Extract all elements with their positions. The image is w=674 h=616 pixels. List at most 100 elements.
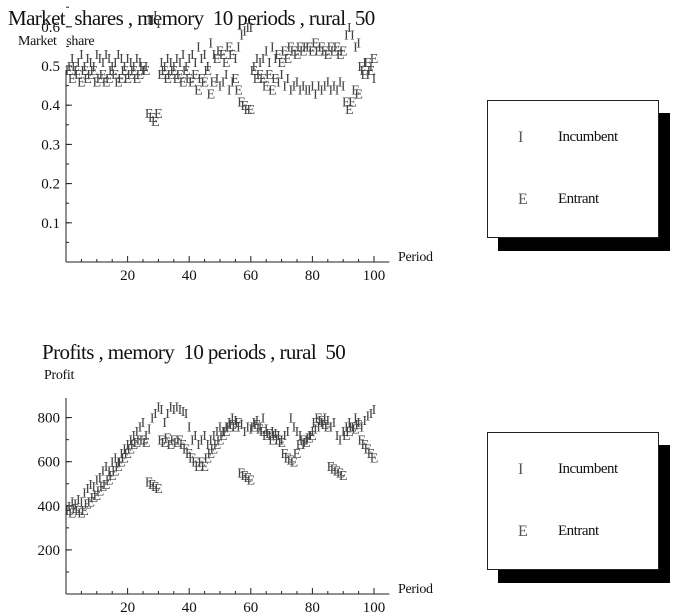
incumbent-point: I xyxy=(135,425,140,440)
entrant-point: E xyxy=(142,64,151,79)
entrant-point: E xyxy=(123,447,132,462)
incumbent-point: I xyxy=(94,48,99,63)
legend-label-entrant: Entrant xyxy=(558,191,599,207)
legend-label-incumbent: Incumbent xyxy=(558,461,618,477)
incumbent-point: I xyxy=(245,420,250,435)
entrant-point: E xyxy=(247,473,256,488)
incumbent-point: I xyxy=(329,420,334,435)
profits-title: Profits , memory 10 periods , rural 50 xyxy=(42,340,346,364)
incumbent-point: I xyxy=(147,423,152,438)
incumbent-point: I xyxy=(255,414,260,429)
incumbent-point: I xyxy=(181,405,186,420)
incumbent-point: I xyxy=(171,403,176,418)
incumbent-point: I xyxy=(73,498,78,513)
entrant-point: E xyxy=(308,44,317,59)
incumbent-point: I xyxy=(264,423,269,438)
entrant-point: E xyxy=(133,436,142,451)
incumbent-point: I xyxy=(184,407,189,422)
entrant-point: E xyxy=(314,44,323,59)
entrant-point: E xyxy=(228,48,237,63)
incumbent-point: I xyxy=(76,56,81,71)
y-tick-label: 0.6 xyxy=(41,20,60,36)
entrant-point: E xyxy=(348,95,357,110)
incumbent-point: I xyxy=(165,407,170,422)
incumbent-point: I xyxy=(138,420,143,435)
entrant-point: E xyxy=(117,456,126,471)
x-tick-label: 100 xyxy=(363,268,386,284)
entrant-point: E xyxy=(157,68,166,83)
entrant-point: E xyxy=(314,412,323,427)
incumbent-point: I xyxy=(184,60,189,75)
incumbent-point: I xyxy=(322,80,327,95)
incumbent-point: I xyxy=(125,52,130,67)
incumbent-point: I xyxy=(125,438,130,453)
entrant-point: E xyxy=(194,84,203,99)
entrant-point: E xyxy=(345,425,354,440)
incumbent-point: I xyxy=(248,21,253,36)
entrant-point: E xyxy=(299,44,308,59)
entrant-point: E xyxy=(105,473,114,488)
incumbent-point: I xyxy=(252,416,257,431)
entrant-point: E xyxy=(173,436,182,451)
entrant-point: E xyxy=(185,72,194,87)
incumbent-point: I xyxy=(116,456,121,471)
incumbent-point: I xyxy=(171,60,176,75)
entrant-point: E xyxy=(299,434,308,449)
incumbent-point: I xyxy=(113,451,118,466)
entrant-point: E xyxy=(99,68,108,83)
entrant-point: E xyxy=(179,76,188,91)
incumbent-point: I xyxy=(202,48,207,63)
entrant-point: E xyxy=(277,56,286,71)
incumbent-point: I xyxy=(248,423,253,438)
incumbent-point: I xyxy=(316,420,321,435)
incumbent-point: I xyxy=(218,80,223,95)
entrant-point: E xyxy=(262,429,271,444)
entrant-point: E xyxy=(333,465,342,480)
incumbent-point: I xyxy=(282,429,287,444)
entrant-point: E xyxy=(80,504,89,519)
incumbent-point: I xyxy=(319,416,324,431)
entrant-point: E xyxy=(274,48,283,63)
entrant-point: E xyxy=(74,68,83,83)
entrant-point: E xyxy=(293,48,302,63)
entrant-point: E xyxy=(253,418,262,433)
incumbent-point: I xyxy=(122,60,127,75)
entrant-point: E xyxy=(327,460,336,475)
entrant-point: E xyxy=(142,436,151,451)
incumbent-point: I xyxy=(372,72,377,87)
entrant-point: E xyxy=(188,76,197,91)
incumbent-point: I xyxy=(128,56,133,71)
entrant-point: E xyxy=(351,84,360,99)
entrant-point: E xyxy=(274,434,283,449)
incumbent-point: I xyxy=(175,52,180,67)
incumbent-point: I xyxy=(295,76,300,91)
incumbent-point: I xyxy=(285,425,290,440)
entrant-point: E xyxy=(330,44,339,59)
incumbent-point: I xyxy=(270,40,275,55)
entrant-point: E xyxy=(290,456,299,471)
entrant-point: E xyxy=(83,72,92,87)
entrant-point: E xyxy=(203,451,212,466)
incumbent-point: I xyxy=(270,425,275,440)
entrant-point: E xyxy=(283,52,292,67)
incumbent-point: I xyxy=(236,40,241,55)
incumbent-point: I xyxy=(104,460,109,475)
entrant-point: E xyxy=(197,72,206,87)
entrant-point: E xyxy=(357,434,366,449)
entrant-point: E xyxy=(102,76,111,91)
entrant-point: E xyxy=(311,36,320,51)
entrant-point: E xyxy=(185,447,194,462)
entrant-point: E xyxy=(330,462,339,477)
market-share-plot: 20 40 60 80 1000.10.20.30.40.50.6IIIIIIIIIII… xyxy=(41,6,390,284)
incumbent-point: I xyxy=(344,29,349,44)
entrant-point: E xyxy=(151,480,160,495)
entrant-point: E xyxy=(277,436,286,451)
incumbent-point: I xyxy=(159,403,164,418)
entrant-point: E xyxy=(74,504,83,519)
incumbent-point: I xyxy=(239,29,244,44)
entrant-point: E xyxy=(219,48,228,63)
entrant-point: E xyxy=(225,40,234,55)
entrant-point: E xyxy=(287,40,296,55)
entrant-point: E xyxy=(170,64,179,79)
